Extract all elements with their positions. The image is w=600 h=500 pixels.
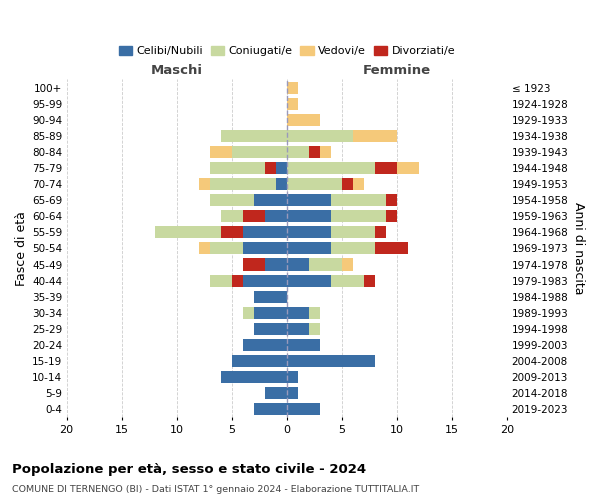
Bar [243, 258, 265, 270]
Bar [287, 387, 298, 400]
Bar [331, 194, 386, 206]
Bar [243, 242, 287, 254]
Bar [243, 258, 265, 270]
Bar [386, 194, 397, 206]
Bar [265, 162, 276, 174]
Bar [287, 274, 331, 286]
Bar [221, 371, 287, 383]
Bar [287, 130, 353, 142]
Y-axis label: Fasce di età: Fasce di età [15, 211, 28, 286]
Bar [287, 242, 331, 254]
Bar [232, 146, 287, 158]
Bar [309, 323, 320, 335]
Text: COMUNE DI TERNENGO (BI) - Dati ISTAT 1° gennaio 2024 - Elaborazione TUTTITALIA.I: COMUNE DI TERNENGO (BI) - Dati ISTAT 1° … [12, 485, 419, 494]
Bar [287, 355, 375, 367]
Bar [243, 226, 287, 238]
Bar [287, 178, 342, 190]
Bar [232, 274, 243, 286]
Bar [265, 258, 287, 270]
Bar [375, 162, 397, 174]
Bar [375, 162, 419, 174]
Text: Femmine: Femmine [363, 64, 431, 77]
Bar [254, 306, 287, 319]
Bar [243, 339, 287, 351]
Bar [287, 323, 309, 335]
Bar [243, 210, 265, 222]
Bar [210, 178, 276, 190]
Bar [210, 242, 243, 254]
Bar [155, 226, 243, 238]
Bar [309, 258, 342, 270]
Bar [221, 210, 265, 222]
Text: Popolazione per età, sesso e stato civile - 2024: Popolazione per età, sesso e stato civil… [12, 462, 366, 475]
Bar [221, 226, 243, 238]
Bar [221, 130, 287, 142]
Bar [254, 194, 287, 206]
Bar [210, 162, 276, 174]
Bar [287, 98, 298, 110]
Bar [287, 258, 309, 270]
Bar [199, 242, 210, 254]
Bar [287, 146, 309, 158]
Bar [287, 210, 331, 222]
Bar [353, 130, 397, 142]
Legend: Celibi/Nubili, Coniugati/e, Vedovi/e, Divorziati/e: Celibi/Nubili, Coniugati/e, Vedovi/e, Di… [114, 41, 460, 60]
Bar [342, 178, 364, 190]
Bar [199, 178, 210, 190]
Text: Maschi: Maschi [151, 64, 203, 77]
Bar [375, 242, 408, 254]
Bar [210, 274, 243, 286]
Bar [364, 274, 375, 286]
Bar [375, 226, 386, 238]
Bar [309, 306, 320, 319]
Bar [287, 306, 309, 319]
Bar [386, 210, 397, 222]
Bar [210, 146, 232, 158]
Bar [331, 226, 375, 238]
Bar [254, 290, 287, 302]
Bar [331, 210, 386, 222]
Y-axis label: Anni di nascita: Anni di nascita [572, 202, 585, 294]
Bar [287, 226, 331, 238]
Bar [331, 242, 375, 254]
Bar [287, 82, 298, 94]
Bar [276, 162, 287, 174]
Bar [265, 387, 287, 400]
Bar [276, 178, 287, 190]
Bar [243, 274, 287, 286]
Bar [287, 371, 298, 383]
Bar [386, 210, 397, 222]
Bar [342, 178, 353, 190]
Bar [309, 146, 320, 158]
Bar [243, 306, 254, 319]
Bar [309, 146, 331, 158]
Bar [287, 339, 320, 351]
Bar [254, 323, 287, 335]
Bar [287, 194, 331, 206]
Bar [210, 194, 254, 206]
Bar [331, 274, 364, 286]
Bar [254, 404, 287, 415]
Bar [386, 194, 397, 206]
Bar [287, 404, 320, 415]
Bar [287, 162, 375, 174]
Bar [265, 210, 287, 222]
Bar [287, 114, 320, 126]
Bar [232, 355, 287, 367]
Bar [342, 258, 353, 270]
